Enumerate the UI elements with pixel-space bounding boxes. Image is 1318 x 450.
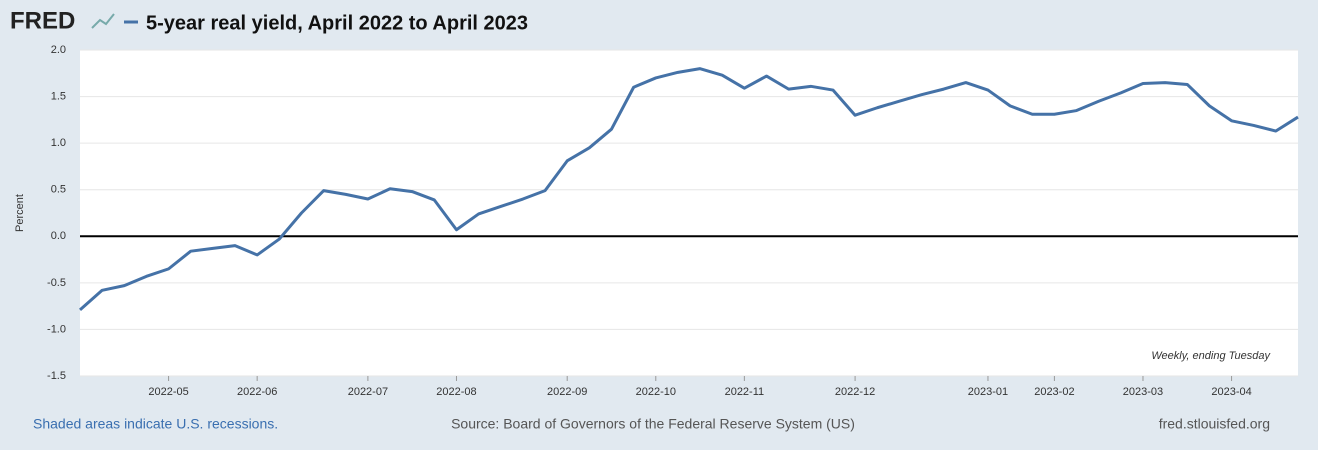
x-tick-label: 2023-03 bbox=[1123, 386, 1163, 398]
x-tick-label: 2022-12 bbox=[835, 386, 875, 398]
x-tick-label: 2022-09 bbox=[547, 386, 587, 398]
x-tick-label: 2022-11 bbox=[725, 386, 765, 398]
brand-logo: FRED bbox=[10, 7, 75, 34]
y-tick-label: -0.5 bbox=[47, 277, 66, 289]
plot-area bbox=[80, 50, 1298, 376]
y-tick-label: 1.5 bbox=[51, 90, 66, 102]
x-tick-label: 2022-06 bbox=[237, 386, 277, 398]
y-axis-label: Percent bbox=[14, 194, 26, 232]
footer-source: Source: Board of Governors of the Federa… bbox=[451, 416, 855, 432]
x-tick-label: 2022-08 bbox=[436, 386, 476, 398]
x-tick-label: 2023-02 bbox=[1034, 386, 1074, 398]
y-tick-label: 1.0 bbox=[51, 137, 66, 149]
y-tick-label: -1.5 bbox=[47, 370, 66, 382]
note: Weekly, ending Tuesday bbox=[1151, 350, 1271, 362]
footer-left: Shaded areas indicate U.S. recessions. bbox=[33, 416, 278, 432]
footer-url: fred.stlouisfed.org bbox=[1159, 416, 1270, 432]
y-tick-label: 0.0 bbox=[51, 230, 66, 242]
y-tick-label: -1.0 bbox=[47, 323, 66, 335]
x-tick-label: 2022-05 bbox=[148, 386, 188, 398]
y-tick-label: 0.5 bbox=[51, 184, 66, 196]
x-tick-label: 2022-10 bbox=[636, 386, 676, 398]
x-tick-label: 2023-01 bbox=[968, 386, 1008, 398]
chart-title: 5-year real yield, April 2022 to April 2… bbox=[146, 12, 528, 34]
x-tick-label: 2023-04 bbox=[1211, 386, 1251, 398]
logo-icon bbox=[91, 13, 115, 29]
series-line bbox=[79, 67, 1299, 311]
x-tick-label: 2022-07 bbox=[348, 386, 388, 398]
y-tick-label: 2.0 bbox=[51, 44, 66, 56]
